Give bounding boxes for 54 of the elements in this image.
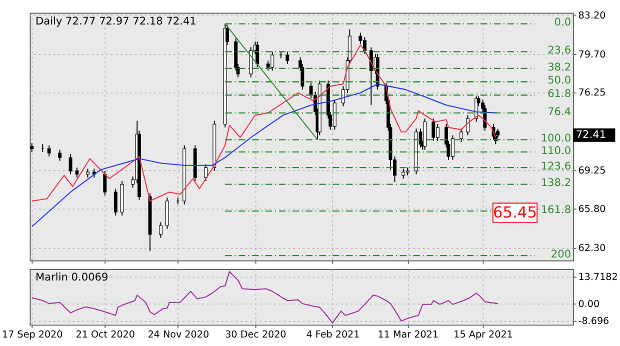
candlestick bbox=[432, 118, 436, 142]
candlestick bbox=[369, 46, 373, 106]
text: 72.41 bbox=[576, 129, 606, 142]
y-tick-label: 62.30 bbox=[578, 243, 606, 254]
candlestick bbox=[58, 149, 62, 162]
y-tick-label: 76.25 bbox=[578, 88, 606, 99]
candlestick bbox=[103, 170, 107, 196]
candlestick bbox=[68, 154, 72, 175]
annotation: 50.0 bbox=[548, 74, 572, 87]
chart-title: Marlin 0.0069 bbox=[36, 272, 108, 284]
annotation: 161.8 bbox=[540, 204, 572, 216]
y-tick-label: 83.20 bbox=[578, 10, 606, 22]
candlestick bbox=[256, 41, 260, 68]
x-tick-label: 30 Dec 2020 bbox=[225, 330, 286, 341]
x-tick-label: 24 Nov 2020 bbox=[148, 330, 210, 341]
candlestick bbox=[362, 36, 366, 54]
x-tick-label: 15 Apr 2021 bbox=[454, 330, 513, 341]
annotation: 200 bbox=[550, 248, 572, 261]
annotation: 123.6 bbox=[540, 160, 572, 172]
annotation: 76.4 bbox=[548, 106, 572, 118]
x-tick-label: 21 Oct 2020 bbox=[76, 330, 135, 341]
candlestick bbox=[114, 188, 118, 216]
x-tick-label: 17 Sep 2020 bbox=[2, 330, 63, 341]
annotation: 61.8 bbox=[548, 88, 572, 100]
annotation: 38.2 bbox=[548, 61, 572, 74]
y-tick-label: 69.25 bbox=[578, 166, 606, 177]
candlestick bbox=[204, 164, 208, 182]
y-tick-label: -8.696 bbox=[578, 316, 610, 328]
candlestick bbox=[332, 99, 336, 130]
annotation: 0.0 bbox=[554, 16, 572, 29]
y-tick-label: 13.7182 bbox=[578, 272, 618, 283]
annotation: 65.45 bbox=[493, 204, 537, 222]
annotation: 100.0 bbox=[540, 132, 572, 145]
candlestick bbox=[47, 144, 51, 157]
x-tick-label: 11 Mar 2021 bbox=[378, 330, 438, 341]
candlestick bbox=[249, 46, 253, 78]
y-tick-label: 0.00 bbox=[578, 298, 600, 310]
annotation: 23.6 bbox=[548, 44, 572, 57]
annotation: 110.0 bbox=[540, 144, 572, 157]
candlestick bbox=[286, 51, 290, 64]
candlestick bbox=[436, 124, 440, 142]
chart-title: Daily 72.77 72.97 72.18 72.41 bbox=[36, 15, 196, 28]
line-series bbox=[31, 271, 498, 324]
annotation: 138.2 bbox=[540, 177, 572, 190]
y-tick-label: 79.70 bbox=[578, 49, 606, 60]
candlestick bbox=[176, 197, 180, 205]
candlestick bbox=[158, 222, 162, 238]
candlestick bbox=[75, 167, 79, 178]
y-tick-label: 65.80 bbox=[578, 204, 606, 216]
candlestick bbox=[460, 128, 464, 142]
candlestick bbox=[270, 51, 274, 72]
candlestick bbox=[466, 114, 470, 136]
candlestick bbox=[402, 168, 406, 180]
x-tick-label: 4 Feb 2021 bbox=[306, 330, 360, 341]
